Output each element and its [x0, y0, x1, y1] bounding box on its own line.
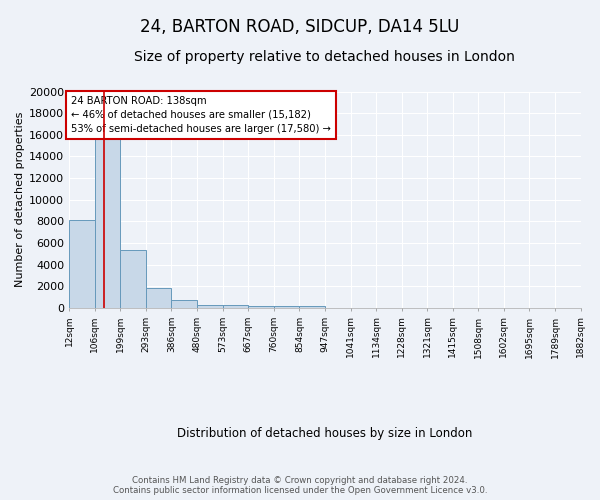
Bar	[223, 306, 248, 308]
Bar	[69, 220, 95, 308]
Bar	[299, 306, 325, 308]
Text: 24, BARTON ROAD, SIDCUP, DA14 5LU: 24, BARTON ROAD, SIDCUP, DA14 5LU	[140, 18, 460, 36]
Y-axis label: Number of detached properties: Number of detached properties	[15, 112, 25, 288]
Bar	[120, 250, 146, 308]
X-axis label: Distribution of detached houses by size in London: Distribution of detached houses by size …	[177, 427, 473, 440]
Bar	[172, 300, 197, 308]
Bar	[197, 304, 223, 308]
Text: 24 BARTON ROAD: 138sqm
← 46% of detached houses are smaller (15,182)
53% of semi: 24 BARTON ROAD: 138sqm ← 46% of detached…	[71, 96, 331, 134]
Bar	[248, 306, 274, 308]
Bar	[146, 288, 172, 308]
Bar	[95, 128, 120, 308]
Bar	[274, 306, 299, 308]
Title: Size of property relative to detached houses in London: Size of property relative to detached ho…	[134, 50, 515, 64]
Text: Contains HM Land Registry data © Crown copyright and database right 2024.
Contai: Contains HM Land Registry data © Crown c…	[113, 476, 487, 495]
